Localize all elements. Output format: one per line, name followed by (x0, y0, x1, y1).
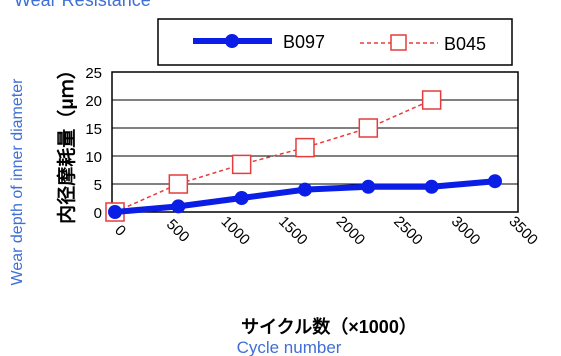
data-point (358, 118, 379, 138)
data-point (297, 182, 312, 197)
data-point (108, 205, 122, 219)
y-tick-label: 10 (85, 149, 102, 166)
y-tick-label: 5 (94, 177, 102, 194)
data-point (234, 191, 249, 205)
y-tick-label: 25 (85, 65, 102, 82)
y-tick-label: 15 (85, 121, 102, 138)
data-point (171, 199, 186, 214)
x-tick-label: 3000 (448, 213, 484, 249)
x-tick-label: 2500 (390, 213, 426, 249)
series-line-b045 (114, 99, 432, 213)
data-point (361, 179, 376, 194)
x-axis-label-japanese: サイクル数（×1000） (241, 316, 417, 337)
y-axis-label-english: Wear depth of inner diameter (9, 78, 26, 286)
x-tick-label: 0 (111, 222, 129, 240)
series-layer (105, 90, 502, 222)
series-b097 (108, 174, 502, 219)
x-tick-label: 1500 (275, 213, 311, 249)
data-point (424, 179, 439, 194)
x-tick-label: 500 (163, 216, 193, 246)
legend-marker-b045 (390, 34, 407, 51)
x-tick-label: 2000 (333, 213, 369, 249)
data-point (421, 90, 442, 110)
y-tick-label: 0 (94, 205, 102, 222)
data-point (295, 137, 315, 158)
x-axis-label-english: Cycle number (237, 338, 342, 356)
legend-label-b045: B045 (444, 34, 486, 54)
data-point (487, 174, 502, 189)
y-tick-labels: 0 5 10 15 20 25 (85, 65, 102, 222)
x-tick-label: 3500 (505, 213, 541, 249)
x-tick-labels: 0 500 1000 1500 2000 2500 3000 3500 (111, 213, 541, 249)
data-point (231, 154, 252, 175)
legend-marker-b097 (225, 34, 239, 48)
y-tick-label: 20 (85, 93, 102, 110)
data-point (168, 174, 189, 194)
chart-title: Wear Resistance (14, 0, 151, 10)
legend-label-b097: B097 (283, 32, 325, 52)
x-tick-label: 1000 (218, 213, 254, 249)
y-axis-label-japanese: 内径摩耗量（μｍ） (55, 60, 78, 224)
legend: B097 B045 (157, 18, 513, 66)
